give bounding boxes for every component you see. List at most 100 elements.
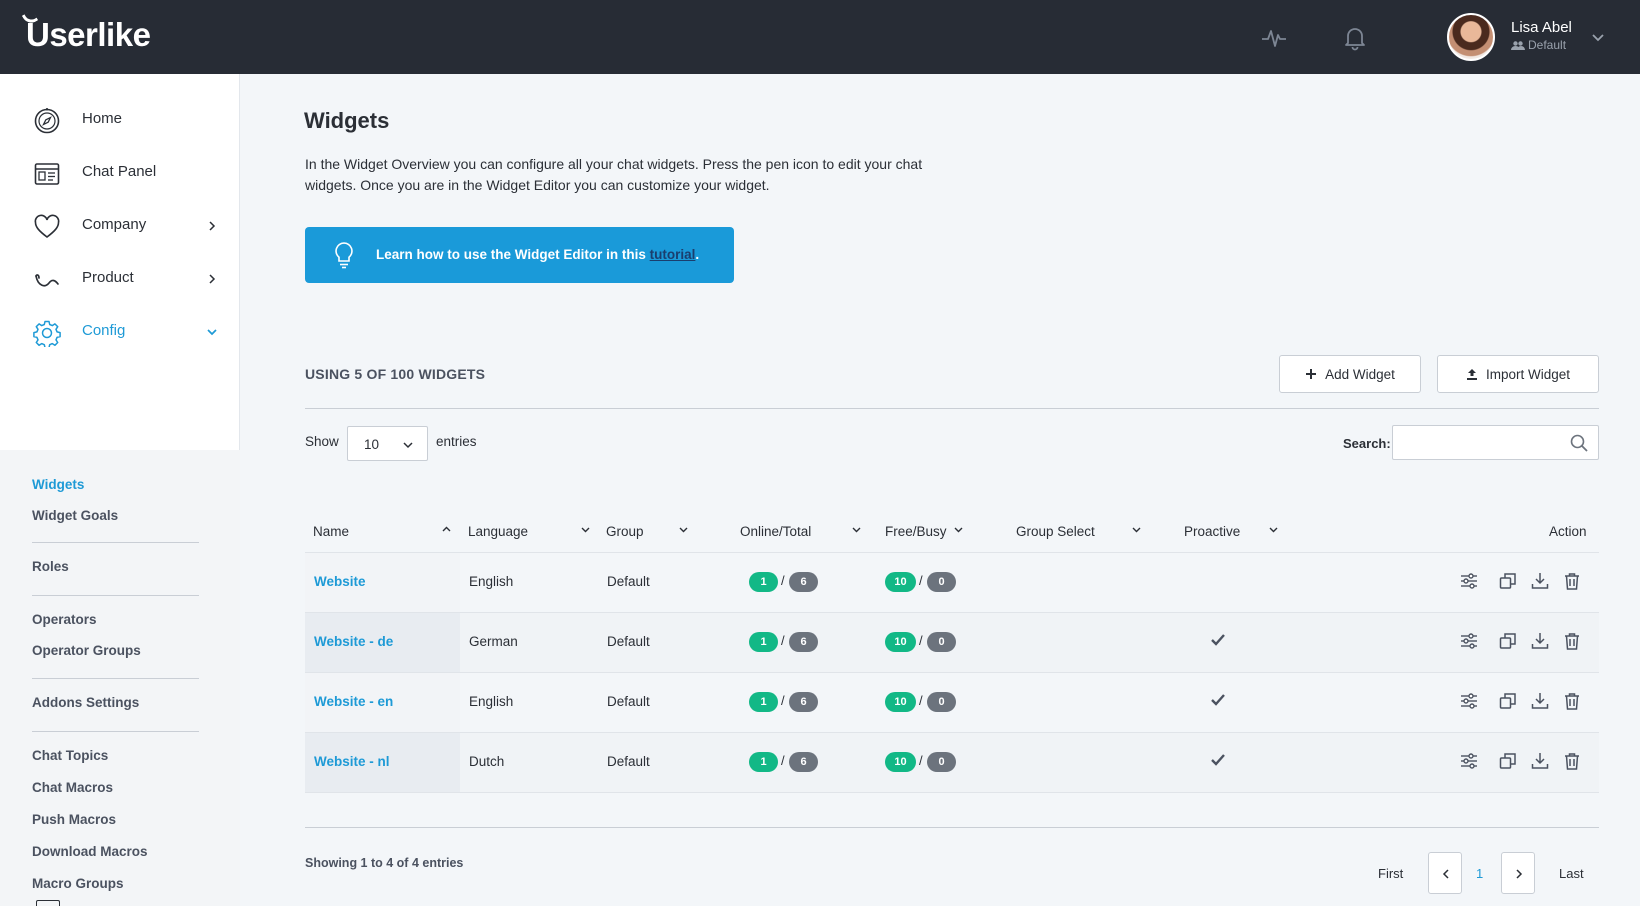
- chevron-down-icon[interactable]: [953, 524, 964, 535]
- table-row: Website - nl Dutch Default 1 / 6 10 / 0: [305, 732, 1599, 792]
- chevron-right-icon: [1516, 869, 1523, 879]
- chevron-down-icon[interactable]: [580, 524, 591, 535]
- online-count-badge: 1: [749, 572, 778, 592]
- sidebar-item-config[interactable]: Config: [0, 309, 240, 353]
- widget-name-link[interactable]: Website: [314, 574, 366, 589]
- subnav-widgets[interactable]: Widgets: [32, 477, 85, 492]
- userlike-logo[interactable]: Userlike: [21, 9, 151, 54]
- subnav-chat-macros[interactable]: Chat Macros: [32, 780, 114, 795]
- config-subnav: Widgets Widget Goals Roles Operators Ope…: [0, 450, 240, 906]
- trash-icon[interactable]: [1563, 632, 1581, 650]
- settings-sliders-icon[interactable]: [1460, 752, 1478, 770]
- busy-count-badge: 0: [927, 692, 956, 712]
- col-header-language[interactable]: Language: [468, 524, 529, 539]
- col-header-free-busy[interactable]: Free/Busy: [885, 524, 947, 539]
- sidebar-item-home[interactable]: Home: [0, 97, 240, 141]
- free-count-badge: 10: [885, 692, 916, 712]
- subnav-addons-settings[interactable]: Addons Settings: [32, 695, 140, 710]
- download-icon[interactable]: [1531, 572, 1549, 590]
- duplicate-icon[interactable]: [1499, 572, 1517, 590]
- divider: [32, 542, 199, 543]
- duplicate-icon[interactable]: [1499, 632, 1517, 650]
- import-widget-button[interactable]: Import Widget: [1437, 355, 1599, 393]
- page-title: Widgets: [304, 108, 390, 133]
- table-row: Website - en English Default 1 / 6 10 / …: [305, 672, 1599, 732]
- users-icon: [1511, 41, 1525, 50]
- heart-icon: [34, 214, 60, 239]
- online-count-badge: 1: [749, 752, 778, 772]
- busy-count-badge: 0: [927, 572, 956, 592]
- tutorial-text-end: .: [695, 247, 700, 262]
- slash: /: [919, 753, 923, 768]
- busy-count-badge: 0: [927, 632, 956, 652]
- chevron-down-icon: [403, 442, 413, 449]
- settings-sliders-icon[interactable]: [1460, 572, 1478, 590]
- lightbulb-icon: [335, 242, 353, 269]
- pagination-last[interactable]: Last: [1559, 866, 1584, 881]
- col-header-group-select[interactable]: Group Select: [1016, 524, 1095, 539]
- plus-icon: [1306, 369, 1317, 379]
- search-input[interactable]: [1401, 432, 1561, 454]
- subnav-macro-groups[interactable]: Macro Groups: [32, 876, 124, 891]
- trash-icon[interactable]: [1563, 692, 1581, 710]
- chevron-down-icon[interactable]: [1591, 30, 1605, 44]
- duplicate-icon[interactable]: [1499, 692, 1517, 710]
- free-count-badge: 10: [885, 752, 916, 772]
- pagination-prev-button[interactable]: [1428, 852, 1462, 894]
- search-icon[interactable]: [1570, 434, 1588, 452]
- widget-name-link[interactable]: Website - de: [314, 634, 394, 649]
- user-role: Default: [1511, 38, 1566, 52]
- sidebar-item-chat-panel[interactable]: Chat Panel: [0, 150, 240, 194]
- sidebar-item-product[interactable]: Product: [0, 256, 240, 300]
- entries-select[interactable]: 10: [347, 426, 428, 461]
- sidebar-item-label: Chat Panel: [82, 163, 157, 180]
- subnav-operator-groups[interactable]: Operator Groups: [32, 643, 141, 658]
- download-icon[interactable]: [1531, 752, 1549, 770]
- subnav-roles[interactable]: Roles: [32, 559, 69, 574]
- trash-icon[interactable]: [1563, 572, 1581, 590]
- checkmark-icon: [1211, 694, 1225, 706]
- download-icon[interactable]: [1531, 632, 1549, 650]
- sidebar-bottom-icon[interactable]: [36, 900, 60, 906]
- showing-entries-info: Showing 1 to 4 of 4 entries: [305, 856, 464, 870]
- subnav-download-macros[interactable]: Download Macros: [32, 844, 148, 859]
- divider: [32, 678, 199, 679]
- trash-icon[interactable]: [1563, 752, 1581, 770]
- subnav-chat-topics[interactable]: Chat Topics: [32, 748, 109, 763]
- col-header-group[interactable]: Group: [606, 524, 644, 539]
- busy-count-badge: 0: [927, 752, 956, 772]
- col-header-online-total[interactable]: Online/Total: [740, 524, 812, 539]
- subnav-push-macros[interactable]: Push Macros: [32, 812, 117, 827]
- language-cell: Dutch: [469, 754, 505, 769]
- group-cell: Default: [607, 754, 650, 769]
- pagination-first[interactable]: First: [1378, 866, 1404, 881]
- activity-icon[interactable]: [1260, 24, 1288, 52]
- avatar[interactable]: [1447, 13, 1495, 61]
- pagination-current-page[interactable]: 1: [1476, 866, 1484, 881]
- pagination-next-button[interactable]: [1501, 852, 1535, 894]
- chevron-down-icon[interactable]: [1131, 524, 1142, 535]
- sidebar-item-company[interactable]: Company: [0, 203, 240, 247]
- product-icon: [35, 274, 59, 287]
- download-icon[interactable]: [1531, 692, 1549, 710]
- chevron-down-icon[interactable]: [678, 524, 689, 535]
- subnav-widget-goals[interactable]: Widget Goals: [32, 508, 119, 523]
- tutorial-text-lead: Learn how to use the Widget Editor in th…: [376, 247, 650, 262]
- chevron-down-icon[interactable]: [851, 524, 862, 535]
- col-header-name[interactable]: Name: [313, 524, 350, 539]
- settings-sliders-icon[interactable]: [1460, 692, 1478, 710]
- widget-name-link[interactable]: Website - en: [314, 694, 394, 709]
- col-header-proactive[interactable]: Proactive: [1184, 524, 1241, 539]
- widget-name-link[interactable]: Website - nl: [314, 754, 390, 769]
- add-widget-button[interactable]: Add Widget: [1279, 355, 1421, 393]
- user-name[interactable]: Lisa Abel: [1511, 19, 1572, 36]
- sort-asc-icon[interactable]: [441, 524, 452, 535]
- duplicate-icon[interactable]: [1499, 752, 1517, 770]
- settings-sliders-icon[interactable]: [1460, 632, 1478, 650]
- slash: /: [919, 573, 923, 588]
- subnav-operators[interactable]: Operators: [32, 612, 97, 627]
- chevron-down-icon[interactable]: [1268, 524, 1279, 535]
- bell-icon[interactable]: [1341, 24, 1369, 52]
- chat-panel-icon: [34, 163, 60, 185]
- tutorial-link[interactable]: tutorial: [649, 247, 696, 262]
